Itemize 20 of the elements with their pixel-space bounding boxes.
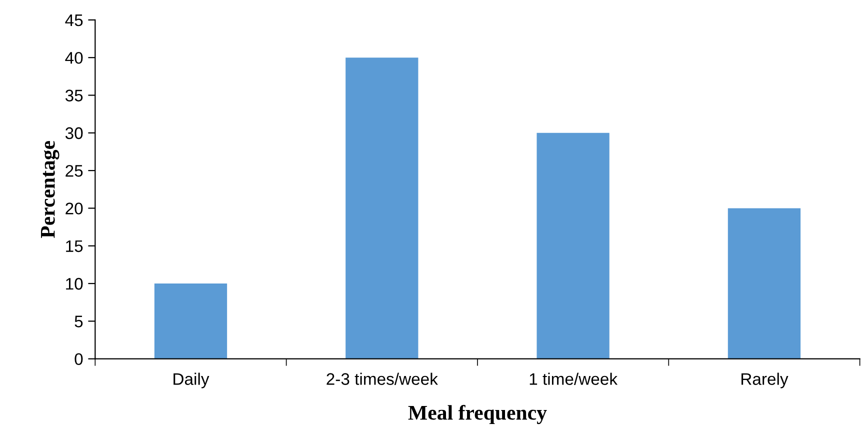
- y-tick-label: 15: [66, 240, 83, 252]
- bar: [154, 284, 228, 359]
- x-tick-label: Daily: [174, 372, 210, 388]
- y-tick-label: 10: [66, 278, 83, 290]
- y-axis-title: Percentage: [41, 140, 60, 238]
- x-tick-label: Rarely: [742, 372, 788, 388]
- y-tick-label: 5: [74, 316, 83, 328]
- bar: [536, 132, 610, 359]
- y-tick-label: 20: [66, 202, 83, 214]
- y-tick-label: 40: [65, 52, 83, 64]
- x-axis-title: Meal frequency: [408, 404, 547, 424]
- y-tick-label: 30: [65, 127, 83, 140]
- x-tick-label: 2-3 times/week: [326, 372, 438, 385]
- y-tick-label: 35: [65, 90, 83, 102]
- y-tick-label: 0: [74, 353, 83, 366]
- bar: [728, 208, 801, 359]
- x-tick-label: 1 time/week: [530, 372, 618, 385]
- bar: [346, 58, 418, 359]
- y-tick-label: 25: [66, 164, 83, 177]
- y-tick-label: 45: [65, 14, 83, 26]
